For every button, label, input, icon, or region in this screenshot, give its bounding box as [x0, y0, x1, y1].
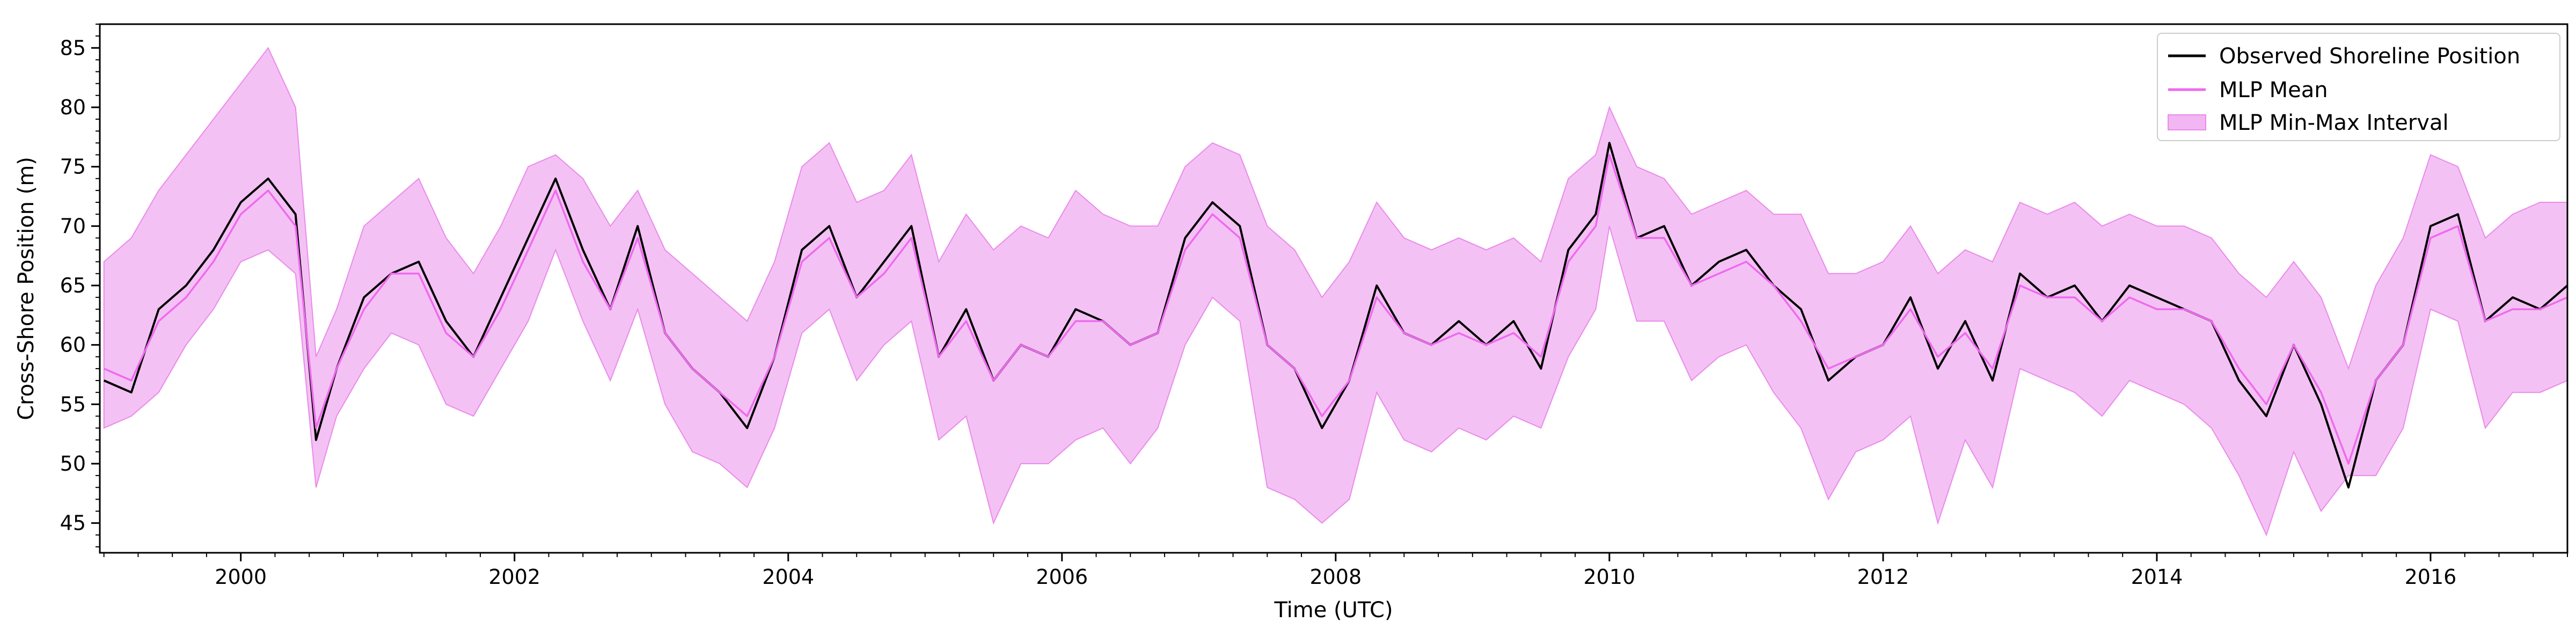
series-line-observed	[103, 142, 2567, 489]
legend-swatch-band	[2168, 114, 2206, 130]
band-area	[103, 47, 2567, 537]
legend-label-band: MLP Min-Max Interval	[2219, 111, 2449, 135]
y-axis: 45 50 55 60 65 70 75 80 85	[60, 24, 100, 547]
x-axis: 2000 2002 2004 2006 2008 2010 2012 2014 2016	[103, 553, 2568, 589]
y-tick-label: 85	[60, 36, 86, 60]
y-tick-label: 60	[60, 333, 86, 357]
x-tick-label: 2006	[1036, 565, 1088, 589]
legend-box	[2157, 33, 2560, 141]
series-lines-group	[103, 142, 2567, 489]
legend-label-mean: MLP Mean	[2219, 78, 2328, 103]
x-tick-label: 2012	[1857, 565, 1909, 589]
y-tick-label: 50	[60, 452, 86, 475]
x-tick-label: 2016	[2405, 565, 2457, 589]
plot-frame	[99, 23, 2568, 554]
y-tick-label: 75	[60, 155, 86, 179]
y-tick-label: 45	[60, 511, 86, 535]
x-tick-label: 2002	[488, 565, 540, 589]
x-tick-label: 2000	[215, 565, 267, 589]
legend: Observed Shoreline Position MLP Mean MLP…	[2157, 33, 2560, 141]
y-tick-label: 65	[60, 274, 86, 297]
y-tick-label: 55	[60, 392, 86, 416]
y-axis-label: Cross-Shore Position (m)	[14, 157, 39, 420]
x-tick-label: 2004	[762, 565, 814, 589]
x-tick-label: 2008	[1309, 565, 1362, 589]
x-axis-label: Time (UTC)	[1274, 598, 1393, 623]
y-tick-label: 80	[60, 96, 86, 119]
legend-label-observed: Observed Shoreline Position	[2219, 44, 2520, 69]
x-tick-label: 2010	[1584, 565, 1636, 589]
series-line-mean	[104, 153, 2567, 465]
min-max-band-group	[103, 47, 2567, 537]
x-tick-label: 2014	[2131, 565, 2183, 589]
y-tick-label: 70	[60, 214, 86, 238]
